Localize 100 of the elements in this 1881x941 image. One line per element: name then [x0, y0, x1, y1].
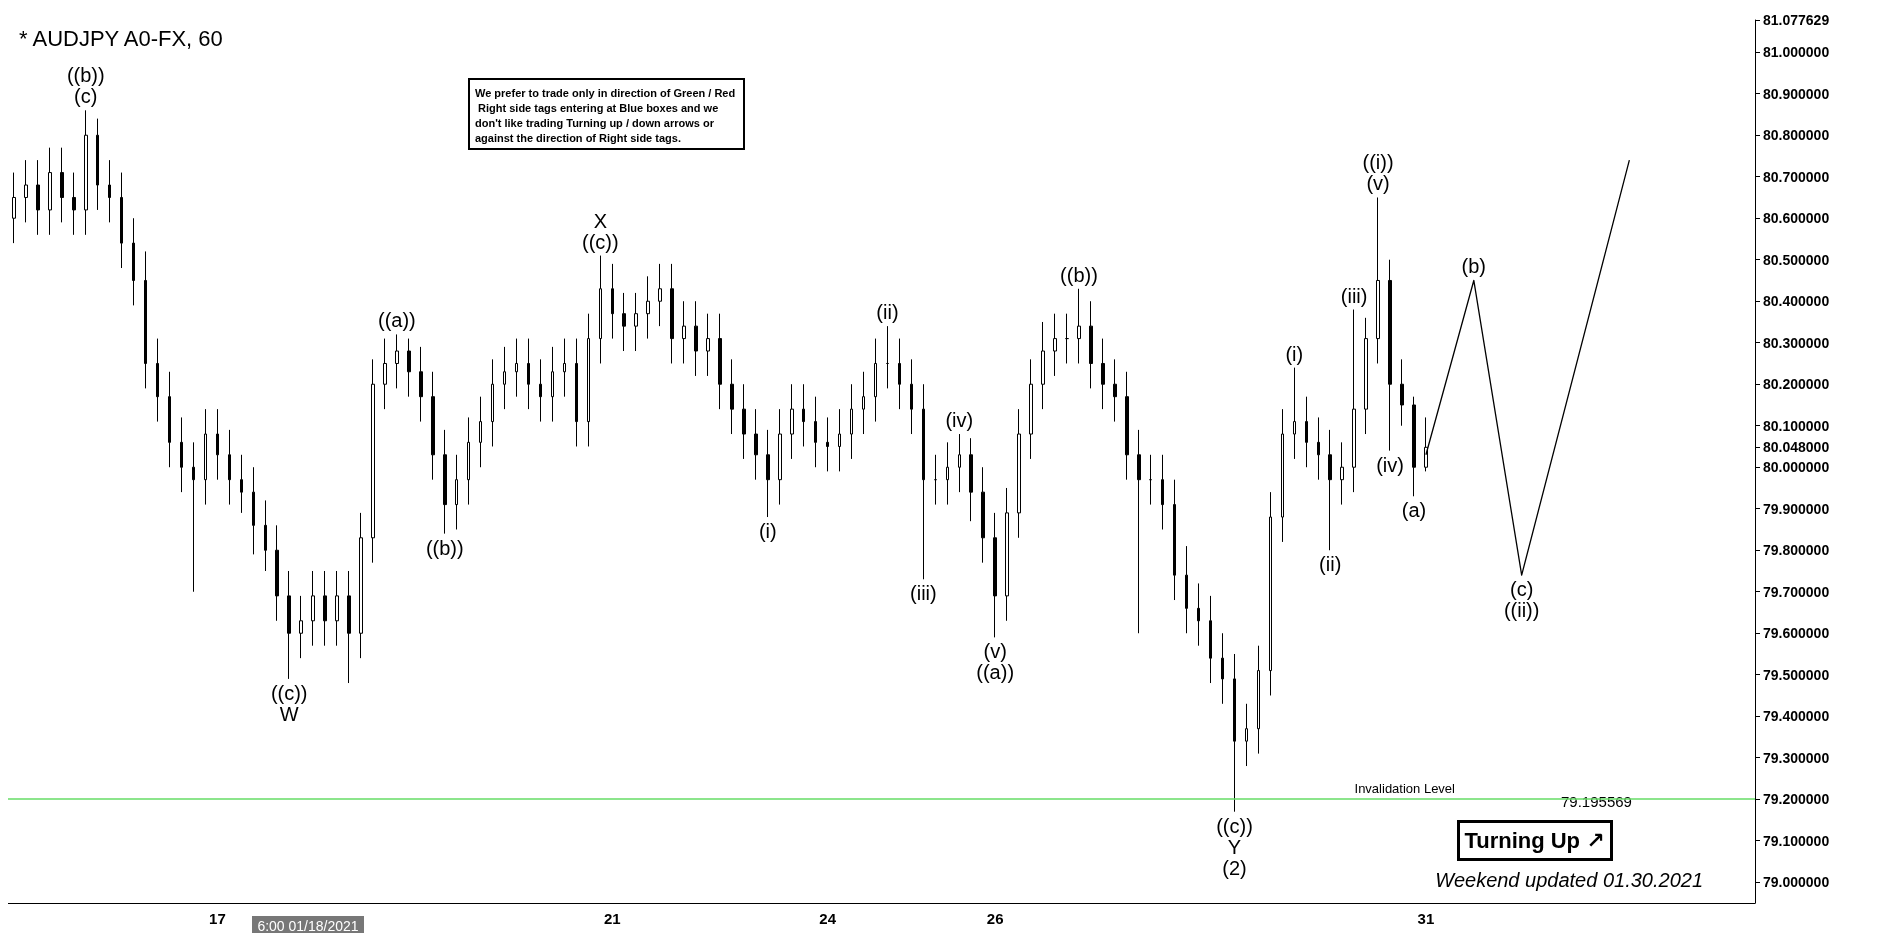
- candlestick: [216, 408, 219, 481]
- candlestick: [826, 416, 829, 472]
- annotation: Weekend updated 01.30.2021: [1435, 869, 1703, 891]
- y-tick-label: 79.300000: [1763, 749, 1830, 766]
- candlestick: [72, 172, 76, 236]
- candlestick: [946, 441, 949, 506]
- candlestick: [634, 292, 638, 352]
- y-tick-label: 79.200000: [1763, 791, 1830, 808]
- candlestick: [838, 408, 841, 472]
- candlestick: [599, 255, 602, 364]
- annotation: ((a)): [976, 661, 1015, 684]
- candlestick: [1340, 441, 1344, 506]
- annotation: ((ii)): [1503, 599, 1540, 622]
- candlestick: [611, 263, 614, 340]
- y-tick-label: 80.900000: [1763, 85, 1830, 102]
- candlestick: [1305, 396, 1308, 468]
- y-tick-label: 80.100000: [1763, 417, 1830, 434]
- candlestick: [264, 499, 267, 572]
- candlestick: [491, 358, 494, 447]
- candlestick: [168, 371, 171, 468]
- candlestick: [958, 433, 961, 493]
- annotation: ((b)): [425, 536, 464, 559]
- candlestick: [228, 429, 231, 506]
- annotation: (ii): [876, 301, 899, 324]
- candlestick: [335, 570, 339, 647]
- candlestick: [730, 358, 734, 435]
- candlestick: [790, 383, 794, 460]
- y-tick-label: 81.000000: [1763, 44, 1830, 61]
- candlestick: [934, 454, 937, 506]
- annotation: (iii): [910, 582, 937, 605]
- candlestick: [359, 512, 363, 659]
- candlestick: [180, 416, 183, 493]
- candlestick: [1173, 479, 1176, 601]
- annotation: (ii): [1319, 553, 1342, 576]
- annotation: (v): [983, 640, 1007, 663]
- candlestick: [802, 383, 805, 447]
- candlestick: [479, 396, 482, 468]
- candlestick: [754, 408, 758, 481]
- candlestick: [1101, 338, 1105, 410]
- annotation: (a): [1401, 499, 1427, 522]
- annotation: (c): [1510, 578, 1534, 601]
- candlestick: [694, 300, 698, 377]
- candlestick: [1376, 196, 1380, 364]
- annotation: ((i)): [1362, 151, 1394, 174]
- candlestick: [48, 147, 52, 236]
- candlestick: [1053, 313, 1057, 377]
- candlestick: [886, 325, 889, 389]
- candlestick: [108, 159, 111, 223]
- candlestick: [563, 338, 566, 398]
- candlestick: [443, 429, 447, 535]
- candlestick: [1293, 367, 1296, 460]
- y-tick-label: 79.000000: [1763, 874, 1830, 891]
- y-tick-label: 80.500000: [1763, 251, 1830, 268]
- annotation: ((a)): [378, 309, 416, 332]
- candlestick: [1269, 491, 1272, 696]
- candlestick: [1089, 300, 1093, 389]
- y-tick-label: 80.600000: [1763, 210, 1830, 227]
- candlestick: [587, 313, 590, 447]
- candlestick: [96, 118, 99, 211]
- candlestick: [706, 313, 710, 377]
- annotation: (b): [1461, 255, 1487, 278]
- candlestick: [814, 396, 817, 468]
- candlestick: [575, 338, 578, 447]
- candlestick: [1017, 408, 1021, 539]
- candlestick: [539, 358, 542, 423]
- candlestick: [1125, 371, 1129, 481]
- candlestick: [1209, 595, 1212, 684]
- annotation: (c): [74, 85, 98, 108]
- y-tick-label: 80.800000: [1763, 127, 1830, 144]
- annotation: 79.195569: [1561, 793, 1632, 810]
- candlestick: [910, 358, 913, 435]
- y-tick-label: 80.700000: [1763, 168, 1830, 185]
- candlestick: [969, 437, 973, 522]
- annotation: (i): [1285, 342, 1304, 365]
- candlestick: [1257, 645, 1260, 755]
- candlestick: [1221, 632, 1224, 705]
- candlestick: [1233, 653, 1236, 813]
- annotation: ((c)): [581, 230, 619, 253]
- x-tick-label: 17: [209, 910, 226, 927]
- candlestick: [515, 338, 518, 398]
- annotation: ((c)): [270, 681, 308, 704]
- candlestick: [1317, 416, 1320, 481]
- y-tick-label: 79.700000: [1763, 583, 1830, 600]
- annotation: Turning Up ↗: [1464, 828, 1605, 853]
- candlestick: [24, 159, 28, 223]
- candlestick: [1185, 545, 1188, 634]
- candlestick: [1197, 582, 1200, 647]
- candlestick: [144, 250, 147, 389]
- candlestick: [1029, 358, 1033, 460]
- annotation: X: [593, 209, 607, 232]
- candlestick: [275, 524, 279, 622]
- candlestick: [1281, 408, 1284, 543]
- x-tick-label: 31: [1417, 910, 1435, 927]
- annotation: (2): [1222, 856, 1247, 879]
- candlestick: [156, 338, 159, 423]
- candlestick: [287, 570, 291, 680]
- annotation: (iv): [945, 409, 974, 432]
- annotation: ((b)): [66, 64, 105, 87]
- candlestick: [1113, 358, 1117, 423]
- candlestick: [84, 109, 88, 236]
